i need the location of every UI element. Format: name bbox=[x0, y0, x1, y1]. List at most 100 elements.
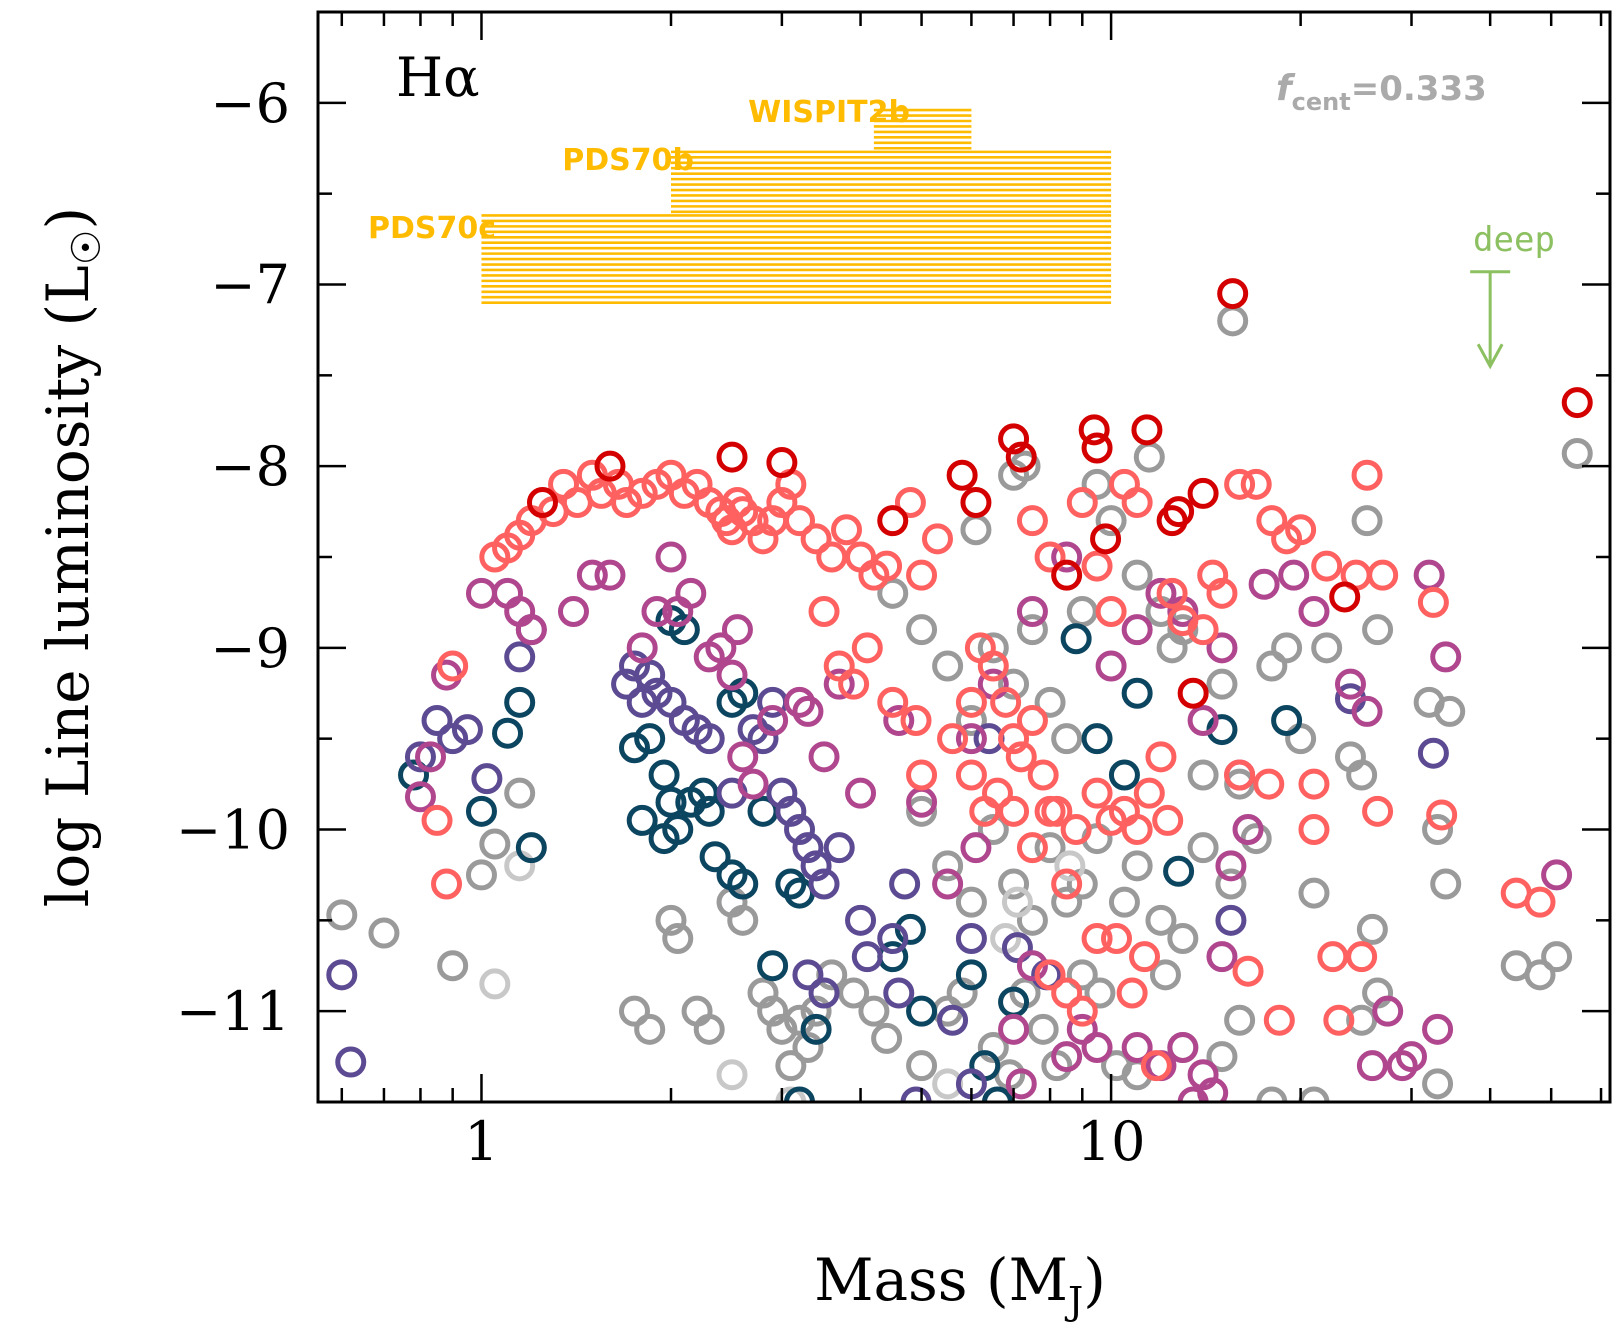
data-point bbox=[1206, 941, 1238, 973]
data-point bbox=[981, 1086, 1013, 1102]
data-point bbox=[1541, 941, 1573, 973]
deep-arrow-head bbox=[1476, 343, 1504, 370]
data-point bbox=[1434, 695, 1466, 727]
data-point bbox=[465, 859, 497, 891]
data-point bbox=[977, 632, 1009, 664]
data-point bbox=[981, 777, 1013, 809]
x-tick-label: 10 bbox=[1077, 1110, 1146, 1173]
data-point bbox=[1256, 650, 1288, 682]
data-point bbox=[634, 723, 666, 755]
data-point bbox=[1298, 768, 1330, 800]
data-point bbox=[326, 899, 358, 931]
band-label-wispit: WISPIT2b bbox=[748, 95, 910, 130]
data-point bbox=[1121, 1032, 1153, 1063]
data-point bbox=[1066, 1013, 1098, 1045]
data-point bbox=[1140, 1050, 1172, 1082]
data-point bbox=[775, 868, 807, 900]
data-point bbox=[906, 1050, 938, 1082]
data-point bbox=[326, 959, 358, 991]
data-point bbox=[1356, 1050, 1388, 1082]
data-point bbox=[1422, 814, 1454, 845]
data-point bbox=[737, 768, 769, 800]
data-point bbox=[937, 1004, 969, 1036]
data-point bbox=[1108, 759, 1140, 791]
data-point bbox=[705, 632, 737, 664]
data-point bbox=[1298, 1086, 1330, 1102]
data-point bbox=[877, 505, 909, 537]
data-point bbox=[1271, 632, 1303, 664]
data-point bbox=[808, 741, 840, 773]
data-point bbox=[1121, 814, 1153, 845]
data-point bbox=[906, 559, 938, 591]
data-point bbox=[1060, 814, 1092, 845]
data-point bbox=[808, 868, 840, 900]
data-point bbox=[1351, 695, 1383, 727]
data-point bbox=[1422, 1013, 1454, 1045]
data-point bbox=[655, 541, 687, 573]
data-point bbox=[1167, 1032, 1199, 1063]
data-point bbox=[977, 650, 1009, 682]
data-point bbox=[1066, 995, 1098, 1027]
y-axis-title: log Line luminosity (L☉) bbox=[34, 207, 110, 907]
data-point bbox=[1145, 577, 1177, 609]
data-point bbox=[998, 423, 1030, 455]
data-point bbox=[1016, 832, 1048, 864]
data-point bbox=[1430, 641, 1462, 673]
data-point bbox=[515, 614, 547, 646]
data-point bbox=[955, 923, 987, 954]
data-point bbox=[877, 923, 909, 954]
data-point bbox=[668, 614, 700, 646]
data-point bbox=[1346, 941, 1378, 973]
data-point bbox=[1121, 487, 1153, 518]
data-point bbox=[823, 832, 855, 864]
data-point bbox=[831, 514, 863, 546]
data-point bbox=[479, 828, 511, 860]
data-point bbox=[693, 723, 725, 755]
data-point bbox=[675, 577, 707, 609]
data-point bbox=[655, 786, 687, 818]
data-point bbox=[437, 950, 469, 982]
data-point bbox=[1005, 1068, 1037, 1100]
data-point bbox=[716, 441, 748, 473]
y-tick-label: −8 bbox=[210, 435, 290, 498]
data-point bbox=[1224, 759, 1256, 791]
data-point bbox=[1051, 977, 1083, 1009]
data-point bbox=[479, 968, 511, 1000]
y-tick-label: −10 bbox=[176, 799, 290, 862]
data-point bbox=[1081, 723, 1113, 755]
data-point bbox=[648, 759, 680, 791]
data-point bbox=[845, 777, 877, 809]
data-point bbox=[693, 1013, 725, 1045]
data-point bbox=[368, 917, 400, 949]
data-point bbox=[1167, 614, 1199, 646]
data-point bbox=[816, 541, 848, 573]
data-point bbox=[1145, 741, 1177, 773]
data-point bbox=[1078, 414, 1110, 446]
data-point bbox=[932, 850, 964, 882]
data-point bbox=[626, 804, 658, 836]
data-point bbox=[687, 777, 719, 809]
data-point bbox=[955, 759, 987, 791]
band-label-pdsb: PDS70b bbox=[562, 143, 694, 178]
y-tick-label: −9 bbox=[210, 617, 290, 680]
data-point bbox=[906, 614, 938, 646]
data-point bbox=[1149, 959, 1181, 991]
data-point bbox=[883, 705, 915, 736]
data-point bbox=[1005, 441, 1037, 473]
data-point bbox=[1027, 1013, 1059, 1045]
data-point bbox=[1362, 795, 1394, 827]
data-point bbox=[757, 705, 789, 736]
data-point bbox=[1217, 278, 1249, 310]
data-point bbox=[784, 1004, 816, 1036]
data-point bbox=[998, 868, 1030, 900]
data-point bbox=[1386, 1050, 1418, 1082]
data-point bbox=[1034, 541, 1066, 573]
data-point bbox=[1224, 768, 1256, 800]
data-point bbox=[471, 763, 503, 795]
data-point bbox=[1323, 1004, 1355, 1036]
data-point bbox=[1329, 581, 1361, 613]
data-point bbox=[1206, 668, 1238, 700]
data-point bbox=[1016, 904, 1048, 936]
data-point bbox=[871, 1022, 903, 1054]
